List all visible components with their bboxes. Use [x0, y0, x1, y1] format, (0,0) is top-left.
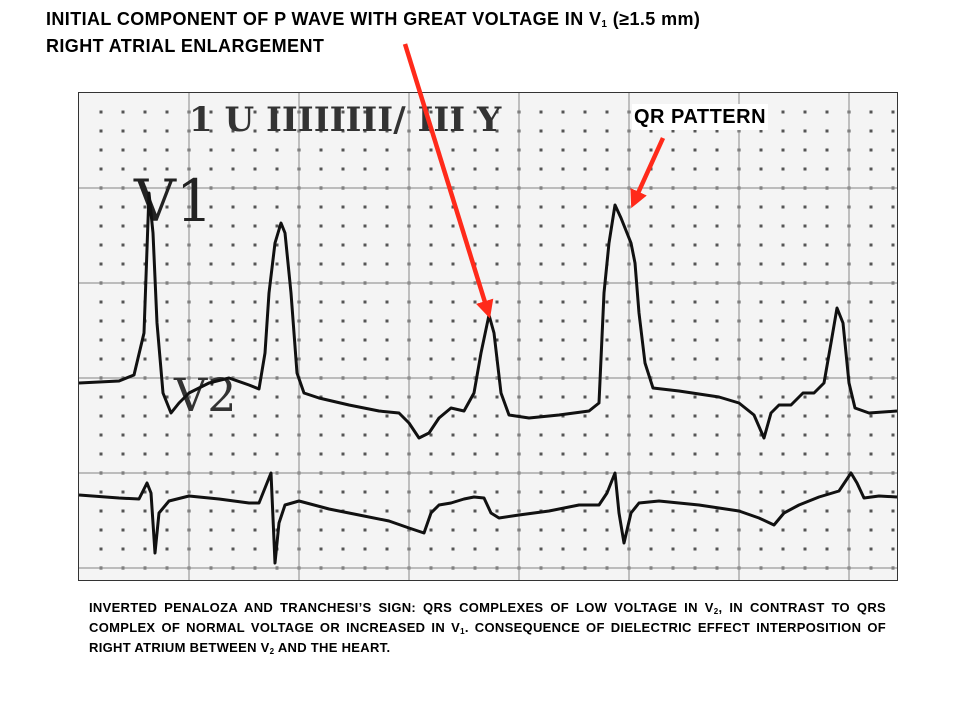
caption-sub-3: 2 [269, 647, 275, 656]
ecg-header-marks: 1 U IIIIIIII/ III Y [189, 100, 502, 140]
caption-sub-1: 2 [713, 607, 719, 616]
title-line-2: RIGHT ATRIAL ENLARGEMENT [46, 36, 325, 56]
title-text: INITIAL COMPONENT OF P WAVE WITH GREAT V… [46, 9, 602, 29]
ecg-tracing: 1 U IIIIIIII/ III Y V1 V2 [79, 93, 897, 580]
title-subscript: 1 [601, 19, 608, 30]
caption-part-1: INVERTED PENALOZA AND TRANCHESI’S SIGN: … [89, 600, 714, 615]
qr-pattern-label: QR PATTERN [632, 104, 769, 130]
title-line-1: INITIAL COMPONENT OF P WAVE WITH GREAT V… [46, 6, 926, 33]
ecg-grid [99, 110, 895, 570]
caption-part-2: , IN CONTRAST TO QRS COMPLEX OF NORMAL V… [89, 600, 886, 635]
ecg-strip: 1 U IIIIIIII/ III Y V1 V2 [78, 92, 898, 581]
caption-part-3: . CONSEQUENCE OF DIELECTRIC EFFECT INTER… [89, 620, 886, 655]
title-threshold: (≥1.5 mm) [607, 9, 701, 29]
lead-label-v1: V1 [133, 167, 213, 235]
caption-sub-2: 1 [460, 627, 465, 636]
title: INITIAL COMPONENT OF P WAVE WITH GREAT V… [46, 6, 926, 60]
caption-part-4: AND THE HEART. [274, 640, 391, 655]
ecg-trace-v2 [79, 471, 897, 565]
caption: INVERTED PENALOZA AND TRANCHESI’S SIGN: … [89, 598, 886, 658]
lead-label-v2: V2 [173, 368, 237, 422]
